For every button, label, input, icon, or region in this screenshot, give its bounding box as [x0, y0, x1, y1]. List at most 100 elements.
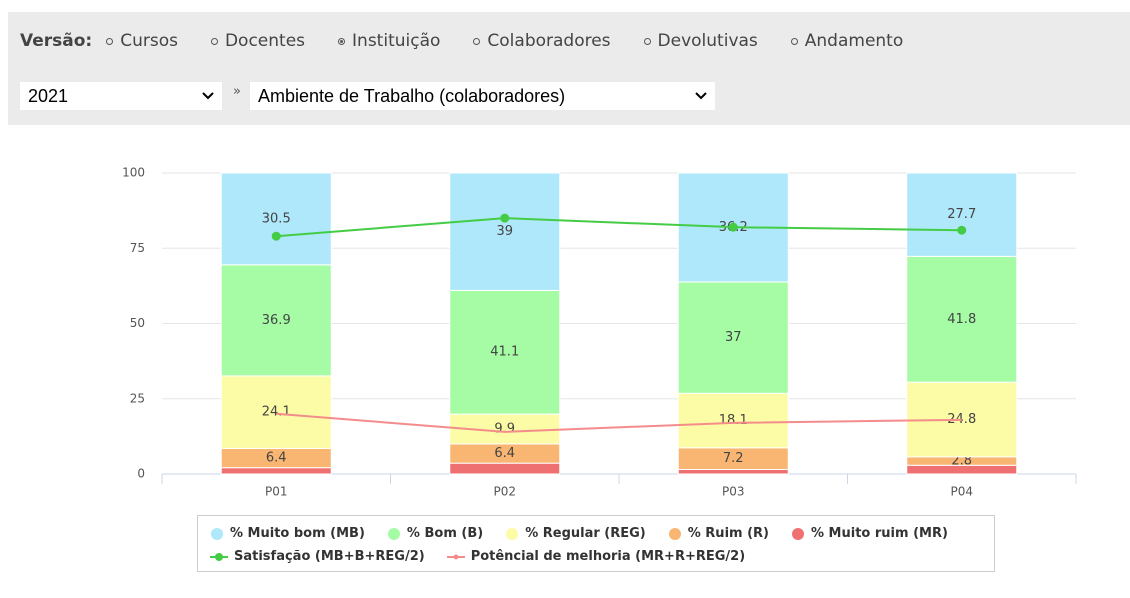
bar-segment [906, 172, 1018, 257]
y-tick-label: 25 [130, 391, 145, 405]
bar-segment [677, 392, 789, 449]
year-value: 2021 [28, 86, 69, 106]
radio-dot [210, 37, 218, 45]
data-label: 24.1 [262, 405, 291, 420]
legend-item[interactable]: % Ruim (R) [668, 526, 769, 541]
y-tick-label: 0 [137, 467, 145, 481]
x-tick-label: P03 [722, 485, 745, 499]
bar-segment [677, 281, 789, 394]
legend-label: Potêncial de melhoria (MR+R+REG/2) [470, 549, 746, 564]
data-label: 39 [496, 224, 513, 239]
data-label: 41.1 [490, 345, 519, 360]
legend-item[interactable]: % Regular (REG) [505, 526, 646, 541]
survey-select[interactable]: Ambiente de Trabalho (colaboradores) [250, 82, 715, 110]
legend-label: % Ruim (R) [687, 526, 769, 541]
legend-dot [387, 527, 400, 540]
data-label: 18.1 [719, 413, 748, 428]
version-option[interactable]: Instituição [338, 31, 440, 51]
legend-dot [211, 527, 223, 540]
data-label: 36.9 [262, 313, 291, 328]
data-label: 37 [725, 330, 742, 345]
legend-item[interactable]: Potêncial de melhoria (MR+R+REG/2) [446, 549, 746, 564]
legend-label: % Regular (REG) [525, 526, 646, 541]
bar-segment [220, 467, 332, 475]
version-option[interactable]: Docentes [210, 31, 306, 51]
option-label: Cursos [120, 31, 178, 51]
x-tick-label: P01 [265, 485, 288, 499]
version-label: Versão: [20, 31, 93, 51]
x-tick-label: P04 [950, 485, 973, 499]
line-series [276, 217, 962, 238]
separator: » [233, 84, 241, 99]
radio-dot [643, 37, 651, 45]
x-tick-label: P02 [493, 485, 516, 499]
version-option[interactable]: Cursos [106, 31, 178, 51]
version-option[interactable]: Devolutivas [643, 31, 758, 51]
legend-label: % Bom (B) [406, 526, 484, 541]
legend-label: % Muito ruim (MR) [811, 526, 948, 541]
bar-segment [220, 172, 332, 266]
legend-symbol [210, 552, 228, 561]
line-series [276, 412, 962, 433]
legend-dot [453, 554, 459, 559]
legend-dot [668, 527, 681, 540]
line-marker [500, 213, 510, 223]
legend: % Muito bom (MB) % Bom (B) % Regular (REG)… [197, 515, 995, 572]
legend-item[interactable]: Satisfação (MB+B+REG/2) [210, 549, 425, 564]
bar-segment [906, 255, 1018, 383]
data-label: 6.4 [266, 451, 287, 466]
line-marker [957, 225, 967, 235]
legend-label: % Muito bom (MB) [230, 526, 365, 541]
version-option[interactable]: Colaboradores [473, 31, 611, 51]
bar-segment [449, 289, 561, 415]
data-label: 6.4 [494, 446, 515, 461]
legend-item[interactable]: % Muito ruim (MR) [791, 526, 948, 541]
bar-segment [220, 375, 332, 449]
chevron [202, 92, 214, 100]
line-marker [728, 222, 738, 232]
legend-symbol [446, 554, 465, 559]
data-label: 9.9 [494, 422, 515, 437]
option-label: Devolutivas [657, 31, 758, 51]
data-label: 7.2 [723, 451, 744, 466]
data-label: 30.5 [262, 211, 291, 226]
bar-segment [449, 172, 561, 291]
legend-symbol [387, 527, 400, 540]
legend-dot [506, 527, 519, 540]
y-tick-label: 100 [122, 166, 145, 180]
year-select[interactable]: 2021 [20, 82, 222, 110]
survey-value: Ambiente de Trabalho (colaboradores) [258, 86, 566, 106]
version-radios: Versão: Cursos Docentes Instituição Colabor… [20, 31, 936, 51]
option-label: Docentes [224, 31, 306, 51]
control-panel: Versão: Cursos Docentes Instituição Colabor… [8, 12, 1130, 125]
option-label: Colaboradores [487, 31, 611, 51]
legend-item[interactable]: % Muito bom (MB) [210, 526, 365, 541]
option-label: Instituição [352, 31, 441, 51]
legend-item[interactable]: % Bom (B) [387, 526, 483, 541]
legend-label: Satisfação (MB+B+REG/2) [234, 549, 425, 564]
y-tick-label: 50 [130, 316, 145, 330]
legend-row: % Muito bom (MB) % Bom (B) % Regular (REG)… [210, 522, 994, 545]
legend-dot [792, 527, 804, 540]
radio-dot [473, 37, 481, 45]
radio-dot [106, 37, 114, 45]
data-label: 27.7 [947, 207, 976, 222]
legend-symbol [668, 527, 681, 540]
legend-row: Satisfação (MB+B+REG/2) Potêncial de melh… [210, 545, 994, 568]
legend-symbol [506, 527, 519, 540]
data-label: 24.8 [947, 412, 976, 427]
chevron [695, 92, 707, 100]
line-marker [271, 231, 281, 241]
bar-segment [449, 462, 561, 475]
legend-symbol [792, 527, 804, 540]
bar-segment [220, 264, 332, 377]
option-label: Andamento [804, 31, 904, 51]
version-option[interactable]: Andamento [790, 31, 904, 51]
legend-symbol [211, 527, 223, 540]
bar-segment [677, 468, 789, 475]
data-label: 41.8 [947, 312, 976, 327]
y-tick-label: 75 [130, 241, 145, 255]
radio-dot [338, 37, 346, 45]
